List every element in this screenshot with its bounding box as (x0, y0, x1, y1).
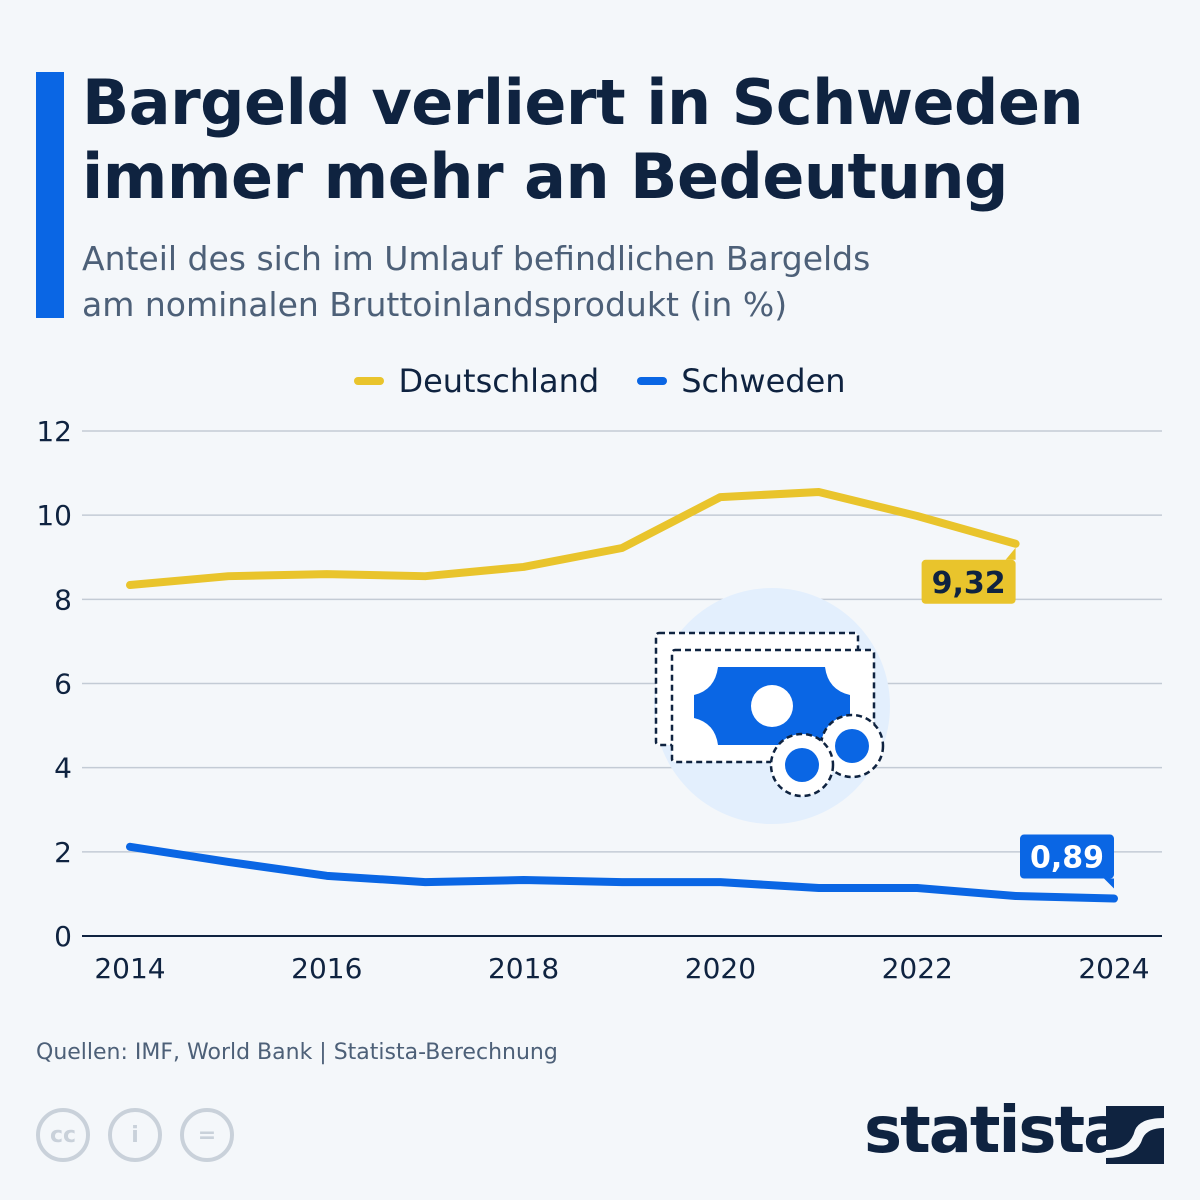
x-tick-label: 2022 (882, 952, 953, 985)
source-note: Quellen: IMF, World Bank | Statista-Bere… (36, 1040, 558, 1065)
y-tick-label: 12 (36, 415, 72, 448)
subtitle-line-1: Anteil des sich im Umlauf befindlichen B… (82, 239, 871, 278)
no-derivatives-icon[interactable]: = (180, 1108, 234, 1162)
cc-icon[interactable]: cc (36, 1108, 90, 1162)
label-pointer (1104, 878, 1114, 889)
x-tick-label: 2018 (488, 952, 559, 985)
chart-title: Bargeld verliert in Schweden immer mehr … (82, 66, 1084, 213)
legend: Deutschland Schweden (0, 362, 1200, 400)
accent-bar (36, 72, 64, 318)
y-tick-label: 8 (54, 583, 72, 616)
x-tick-label: 2024 (1078, 952, 1149, 985)
y-tick-label: 4 (54, 752, 72, 785)
x-tick-label: 2014 (94, 952, 165, 985)
coin-center (785, 748, 819, 782)
y-tick-label: 6 (54, 668, 72, 701)
subtitle-line-2: am nominalen Bruttoinlandsprodukt (in %) (82, 285, 788, 324)
y-tick-label: 10 (36, 499, 72, 532)
legend-label: Schweden (681, 362, 846, 400)
legend-label: Deutschland (398, 362, 600, 400)
legend-swatch (354, 377, 385, 385)
legend-item-schweden: Schweden (637, 362, 846, 400)
value-label-box (921, 559, 1016, 604)
x-tick-label: 2016 (291, 952, 362, 985)
value-label-box (1020, 834, 1114, 879)
y-tick-label: 2 (54, 836, 72, 869)
legend-swatch (637, 377, 668, 385)
legend-item-deutschland: Deutschland (354, 362, 599, 400)
label-pointer (1005, 547, 1016, 560)
series-line-schweden (126, 842, 1118, 903)
value-label: 9,32 (932, 566, 1006, 601)
statista-logo: statista (864, 1094, 1126, 1168)
attribution-icon[interactable]: i (108, 1108, 162, 1162)
y-tick-label: 0 (54, 920, 72, 953)
coin-center (835, 729, 869, 763)
x-tick-label: 2020 (685, 952, 756, 985)
series-line-deutschland (126, 488, 1020, 590)
value-label: 0,89 (1030, 841, 1104, 876)
banknote-center (751, 685, 793, 727)
chart-subtitle: Anteil des sich im Umlauf befindlichen B… (82, 236, 870, 328)
